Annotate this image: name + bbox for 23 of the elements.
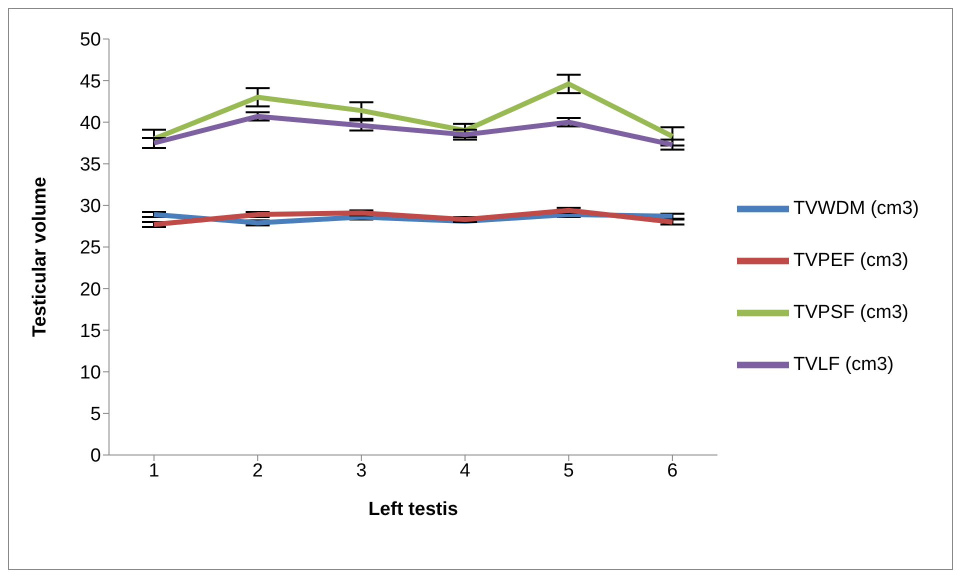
y-tick-label: 50 — [80, 30, 101, 51]
y-tick-label: 35 — [80, 154, 101, 176]
x-tick-label: 4 — [460, 460, 471, 482]
legend-label: TVPSF (cm3) — [793, 302, 908, 324]
x-tick-label: 5 — [563, 460, 574, 482]
y-tick-label: 25 — [80, 238, 101, 259]
y-tick-label: 20 — [80, 279, 101, 300]
x-tick-label: 2 — [252, 460, 263, 482]
legend-label: TVLF (cm3) — [793, 354, 894, 376]
y-tick-label: 40 — [80, 112, 101, 134]
x-tick-label: 3 — [356, 460, 367, 482]
y-axis-title: Testicular volume — [30, 176, 51, 337]
legend-label: TVPEF (cm3) — [793, 250, 908, 272]
legend-label: TVWDM (cm3) — [793, 198, 919, 220]
x-tick-label: 1 — [148, 460, 160, 482]
y-tick-label: 10 — [80, 362, 101, 384]
y-tick-label: 0 — [90, 446, 101, 467]
y-tick-label: 45 — [80, 71, 101, 92]
y-tick-label: 15 — [80, 320, 101, 342]
y-tick-label: 30 — [80, 196, 101, 218]
x-tick-label: 6 — [667, 460, 678, 482]
y-tick-label: 5 — [90, 404, 101, 426]
x-axis-title: Left testis — [368, 499, 458, 520]
